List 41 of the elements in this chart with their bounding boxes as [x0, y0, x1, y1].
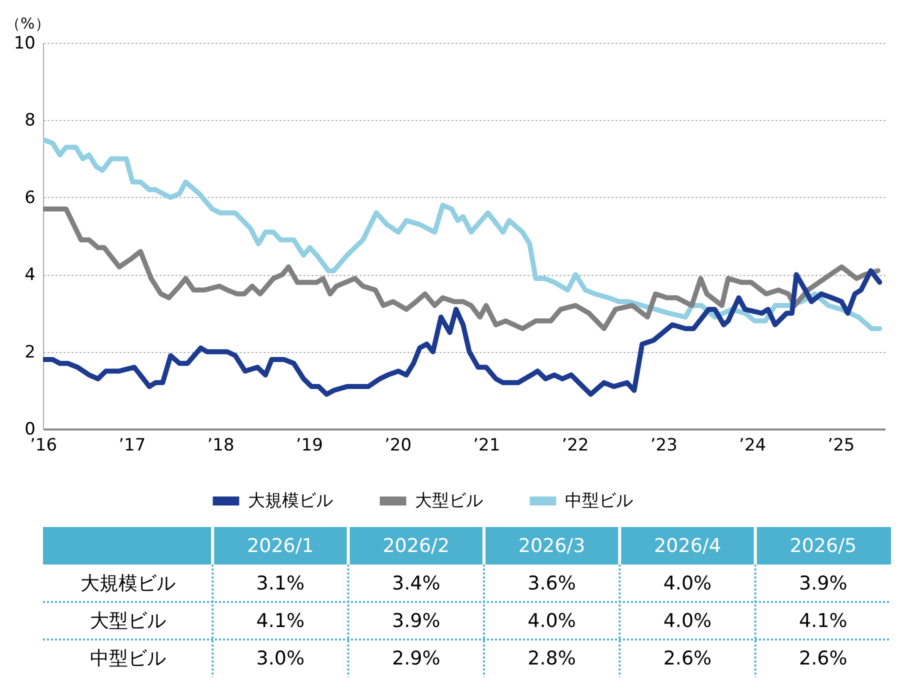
x-tick-label: ’19 — [296, 436, 323, 456]
y-tick-label: 2 — [24, 342, 36, 362]
data-label: 2.9% — [392, 647, 440, 670]
y-tick-label: 大規模ビル — [80, 572, 176, 594]
data-label: 3.6% — [528, 572, 576, 594]
x-tick-label: ’25 — [828, 436, 855, 456]
legend-label: 大型ビル — [415, 491, 483, 511]
x-tick-label: ’21 — [473, 436, 500, 456]
y-tick-label: 中型ビル — [90, 647, 166, 670]
legend-label: 中型ビル — [565, 491, 633, 511]
data-label: 3.0% — [256, 647, 305, 670]
x-tick-label: 2026/4 — [654, 534, 721, 557]
x-tick-label: ’23 — [650, 436, 678, 456]
y-tick-label: 8 — [24, 110, 36, 131]
x-tick-label: 2026/5 — [790, 534, 857, 557]
data-label: 4.0% — [663, 572, 712, 594]
y-tick-label: 6 — [24, 188, 36, 208]
data-label: 4.1% — [256, 610, 305, 632]
data-label: 3.9% — [799, 572, 848, 594]
data-label: 2.6% — [663, 647, 712, 670]
x-tick-label: ’17 — [118, 436, 146, 456]
x-tick-label: 2026/1 — [247, 534, 314, 557]
x-tick-label: 2026/2 — [382, 534, 450, 557]
y-tick-label: 10 — [14, 34, 36, 54]
data-label: 4.0% — [528, 610, 576, 632]
data-label: 3.4% — [392, 572, 440, 594]
data-label: 2.6% — [799, 647, 848, 670]
x-tick-label: ’20 — [384, 436, 412, 456]
data-label: 3.9% — [392, 610, 440, 632]
y-tick-label: 大型ビル — [90, 610, 166, 632]
x-tick-label: ’18 — [207, 436, 234, 456]
y-axis-title: （%） — [6, 14, 50, 32]
data-label: 2.8% — [528, 647, 576, 670]
x-tick-label: ’24 — [739, 436, 766, 456]
legend-label: 大規模ビル — [248, 491, 333, 511]
x-tick-label: ’22 — [562, 436, 589, 456]
x-tick-label: 2026/3 — [518, 534, 586, 557]
data-label: 3.1% — [256, 572, 305, 594]
data-label: 4.1% — [799, 610, 848, 632]
y-tick-label: 4 — [24, 265, 36, 286]
data-label: 4.0% — [663, 610, 712, 632]
